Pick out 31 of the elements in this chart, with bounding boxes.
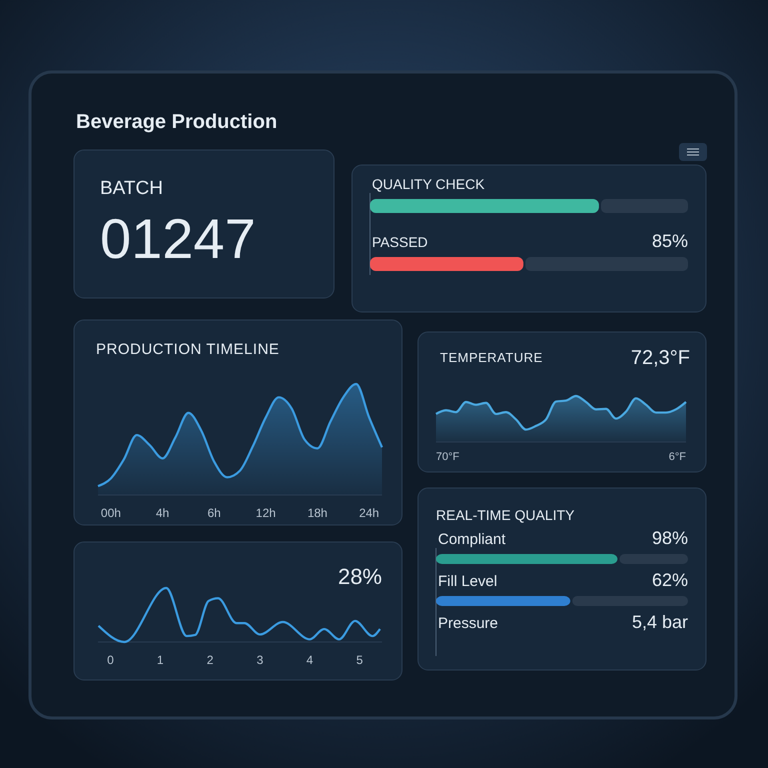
text: 72,3°F [630,347,690,369]
text: 70°F [436,451,460,463]
x-tick-label: 6h [208,506,221,520]
y-tick-label: Fill Level [438,573,498,590]
chart-title: REAL-TIME QUALITY [436,507,576,523]
y-tick-label: Compliant [438,531,506,548]
x-tick-label: 0 [107,653,114,667]
x-tick-label: 5 [356,653,364,667]
text: 62% [652,570,688,590]
x-tick-label: 2 [206,653,214,667]
text: 5,4 bar [632,612,688,632]
x-tick-label: 4h [156,506,170,520]
text: Beverage Production [76,111,278,133]
text: 6°F [668,451,686,463]
text: BATCH [100,178,163,199]
x-tick-label: 4 [306,653,314,667]
y-tick-label: PASSED [372,234,428,250]
annotation: 28% [338,564,382,589]
x-tick-label: 1 [156,653,164,667]
text: 98% [652,528,688,548]
x-tick-label: 00h [100,506,121,520]
text: 85% [652,231,688,251]
y-tick-label: Pressure [438,615,498,632]
chart-title: PRODUCTION TIMELINE [96,341,280,358]
chart-title: TEMPERATURE [440,350,543,365]
text: 01247 [100,207,256,270]
x-tick-label: 18h [307,506,328,520]
x-tick-label: 3 [256,653,264,667]
y-tick-label: QUALITY CHECK [372,176,486,192]
x-tick-label: 12h [256,506,276,520]
x-tick-label: 24h [359,506,380,520]
